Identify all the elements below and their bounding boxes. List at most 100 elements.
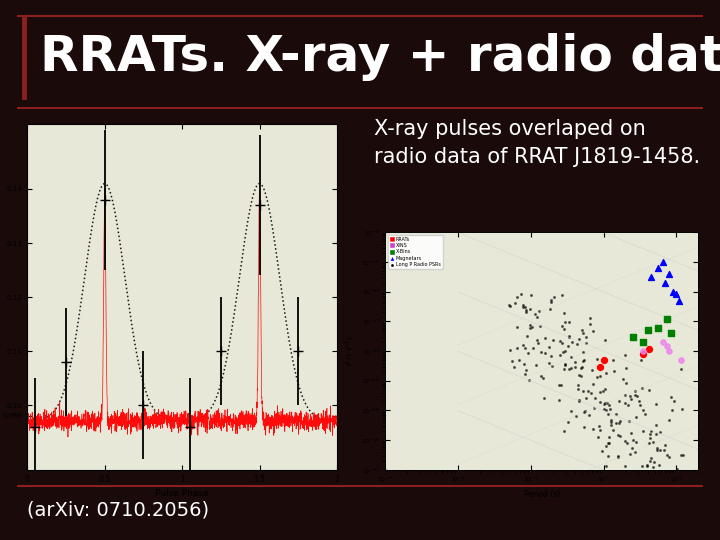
Point	[629, 391, 641, 400]
Point	[512, 343, 523, 352]
Text: RRATs. X-ray + radio data: RRATs. X-ray + radio data	[40, 33, 720, 80]
Point	[666, 406, 678, 415]
Point	[636, 462, 648, 470]
Point	[644, 434, 656, 442]
XINS	[664, 347, 675, 355]
Point	[637, 426, 649, 435]
Point	[577, 387, 589, 395]
Point	[595, 372, 606, 380]
Magnetars	[657, 258, 669, 266]
Text: X-ray pulses overlaped on
radio data of RRAT J1819-1458.: X-ray pulses overlaped on radio data of …	[374, 119, 701, 167]
Magnetars	[664, 269, 675, 278]
Point	[603, 439, 615, 448]
Point	[520, 343, 531, 352]
Point	[533, 307, 544, 315]
Point	[577, 357, 589, 366]
HMXBs	[662, 315, 673, 323]
Point	[508, 362, 520, 371]
Point	[548, 293, 559, 301]
Point	[585, 388, 597, 397]
Point	[539, 394, 550, 402]
Point	[613, 397, 625, 406]
Point	[517, 340, 528, 349]
Point	[620, 364, 631, 373]
Point	[618, 462, 630, 470]
Point	[631, 392, 642, 400]
Point	[620, 379, 631, 388]
Point	[596, 362, 608, 371]
Point	[557, 339, 568, 347]
Point	[556, 291, 567, 299]
Point	[519, 369, 531, 378]
Point	[504, 346, 516, 354]
RRATs	[643, 345, 654, 353]
Point	[543, 342, 554, 351]
Point	[613, 419, 624, 428]
Point	[563, 318, 575, 326]
Point	[591, 373, 603, 382]
Point	[576, 326, 588, 334]
Point	[600, 406, 611, 414]
Point	[605, 416, 616, 424]
Point	[654, 428, 666, 437]
Point	[523, 376, 535, 384]
Point	[644, 457, 656, 465]
Point	[675, 451, 687, 460]
Point	[515, 289, 526, 298]
Point	[646, 427, 657, 436]
Point	[562, 417, 574, 426]
Magnetars	[671, 290, 683, 299]
Point	[600, 369, 611, 377]
Point	[629, 387, 641, 395]
Point	[518, 360, 529, 369]
Point	[624, 449, 636, 458]
Point	[565, 363, 577, 372]
Magnetars	[645, 273, 657, 282]
Point	[578, 408, 590, 417]
Point	[619, 436, 631, 445]
Point	[583, 410, 595, 419]
Point	[546, 352, 557, 361]
HMXBs	[642, 326, 653, 335]
Point	[627, 435, 639, 444]
Point	[600, 335, 611, 344]
Point	[563, 333, 575, 342]
Point	[554, 350, 566, 359]
Point	[623, 417, 634, 426]
Point	[563, 332, 575, 340]
Point	[558, 427, 570, 436]
Point	[526, 291, 537, 300]
Point	[598, 400, 610, 408]
Point	[645, 454, 657, 462]
Point	[678, 450, 689, 459]
Point	[545, 296, 557, 305]
Point	[520, 306, 531, 315]
Point	[572, 384, 583, 393]
Point	[519, 302, 531, 311]
Point	[621, 439, 633, 448]
Point	[559, 347, 571, 355]
Point	[593, 422, 604, 430]
Point	[590, 394, 601, 403]
HMXBs	[665, 329, 677, 338]
Point	[531, 313, 543, 322]
Point	[579, 356, 590, 364]
Point	[545, 298, 557, 306]
Point	[611, 410, 622, 418]
Legend: RRATs, XINS, X-Bins, Magnetars, Long P Radio PSRs: RRATs, XINS, X-Bins, Magnetars, Long P R…	[387, 235, 443, 269]
Magnetars	[674, 296, 685, 305]
Point	[546, 362, 557, 370]
Text: (arXiv: 0710.2056): (arXiv: 0710.2056)	[27, 501, 210, 520]
Point	[531, 336, 543, 345]
Point	[562, 341, 574, 350]
Point	[654, 446, 666, 455]
Point	[594, 426, 606, 435]
Point	[586, 366, 598, 374]
Point	[580, 394, 592, 403]
Point	[668, 396, 680, 405]
Point	[580, 339, 591, 347]
Point	[642, 461, 653, 469]
Point	[594, 388, 606, 396]
Point	[537, 374, 549, 382]
Point	[658, 446, 670, 454]
